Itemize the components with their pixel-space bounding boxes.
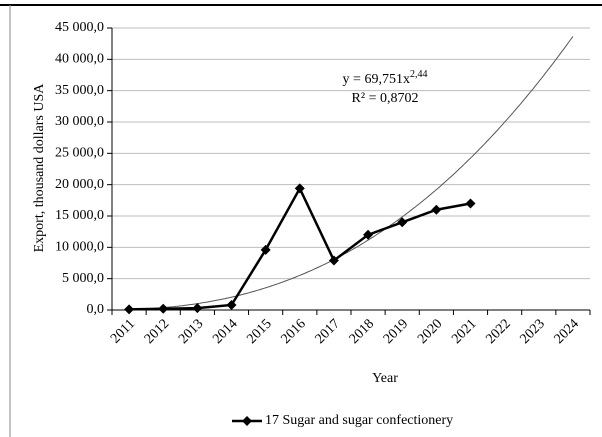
marker — [260, 244, 271, 255]
x-tick-label: 2013 — [176, 316, 206, 346]
y-tick-label: 10 000,0 — [55, 240, 104, 255]
y-tick-label: 25 000,0 — [55, 146, 104, 161]
marker — [226, 299, 237, 310]
x-tick-label: 2014 — [210, 316, 240, 346]
y-tick-label: 0,0 — [87, 302, 105, 317]
y-axis-label: Export, thousand dollars USA — [32, 83, 47, 253]
x-tick-label: 2017 — [313, 316, 343, 346]
x-tick-label: 2019 — [381, 316, 411, 346]
x-tick-label: 2024 — [552, 316, 582, 346]
x-tick-label: 2020 — [415, 316, 445, 346]
y-tick-label: 5 000,0 — [62, 271, 104, 286]
marker — [328, 255, 339, 266]
x-tick-label: 2011 — [108, 316, 138, 346]
y-tick-label: 20 000,0 — [55, 177, 104, 192]
x-tick-label: 2016 — [278, 316, 308, 346]
marker — [124, 304, 135, 315]
x-axis-label: Year — [372, 371, 398, 386]
trendline — [129, 36, 574, 311]
marker — [431, 204, 442, 215]
series-line — [129, 185, 471, 311]
trend-equation-exponent: 2,44 — [410, 69, 428, 80]
marker — [465, 198, 476, 209]
x-tick-label: 2012 — [142, 316, 172, 346]
y-tick-label: 15 000,0 — [55, 208, 104, 223]
x-tick-label: 2022 — [483, 316, 513, 346]
x-tick-label: 2023 — [517, 316, 547, 346]
y-tick-label: 30 000,0 — [55, 114, 104, 129]
x-tick-label: 2018 — [347, 316, 377, 346]
trend-equation: y = 69,751x2,44 — [343, 69, 428, 87]
marker — [192, 303, 203, 314]
y-tick-label: 35 000,0 — [55, 83, 104, 98]
y-tick-label: 40 000,0 — [55, 52, 104, 67]
marker — [294, 183, 305, 194]
x-tick-label: 2015 — [244, 316, 274, 346]
legend-marker — [242, 416, 252, 426]
x-tick-label: 2021 — [449, 316, 479, 346]
marker — [158, 303, 169, 314]
y-tick-label: 45 000,0 — [55, 20, 104, 35]
trend-r-squared: R² = 0,8702 — [352, 91, 419, 106]
marker — [363, 229, 374, 240]
marker — [397, 217, 408, 228]
legend-label: 17 Sugar and sugar confectionery — [265, 413, 453, 428]
trend-equation-base: y = 69,751x — [343, 72, 410, 87]
